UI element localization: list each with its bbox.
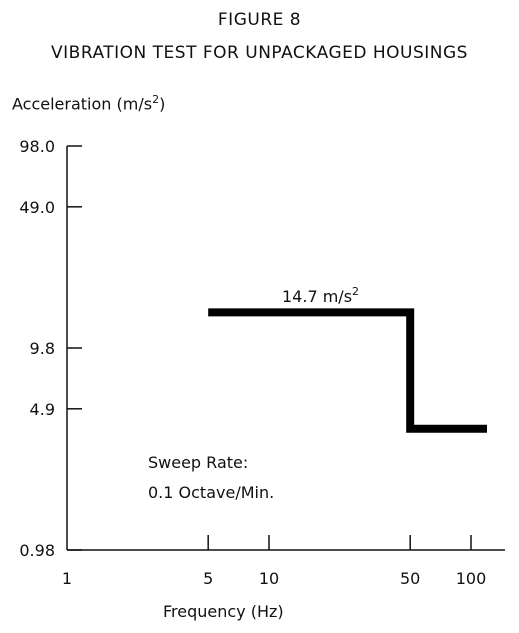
y-tick-label: 9.8 <box>30 339 55 358</box>
y-axis-label-close: ) <box>159 94 166 114</box>
level-annotation-text: 14.7 m/s <box>282 287 352 306</box>
chart-axes <box>66 146 505 551</box>
x-tick-label: 50 <box>400 569 420 588</box>
y-tick-label: 98.0 <box>19 137 55 156</box>
level-annotation: 14.7 m/s2 <box>282 285 359 306</box>
y-tick-label: 0.98 <box>19 541 55 560</box>
x-tick-label: 5 <box>203 569 213 588</box>
test-profile-line <box>208 308 487 433</box>
figure-title: FIGURE 8 <box>217 10 302 30</box>
chart-ticks: 98.0 49.0 9.8 4.9 0.98 1 5 10 50 100 <box>19 137 486 588</box>
y-tick-label: 49.0 <box>19 198 55 217</box>
y-tick-label: 4.9 <box>30 400 55 419</box>
y-axis-label-exponent: 2 <box>152 93 160 106</box>
x-axis-label: Frequency (Hz) <box>163 602 284 621</box>
x-tick-label: 1 <box>62 569 72 588</box>
x-tick-label: 10 <box>259 569 279 588</box>
y-axis-label: Acceleration (m/s2) <box>12 93 165 113</box>
sweep-rate-label: Sweep Rate: <box>148 453 248 472</box>
sweep-rate-value: 0.1 Octave/Min. <box>148 483 274 502</box>
y-axis-label-text: Acceleration (m/s <box>12 94 153 114</box>
level-annotation-exponent: 2 <box>352 285 359 298</box>
x-tick-label: 100 <box>456 569 487 588</box>
chart-series <box>208 308 488 433</box>
figure-subtitle: VIBRATION TEST FOR UNPACKAGED HOUSINGS <box>51 43 468 63</box>
